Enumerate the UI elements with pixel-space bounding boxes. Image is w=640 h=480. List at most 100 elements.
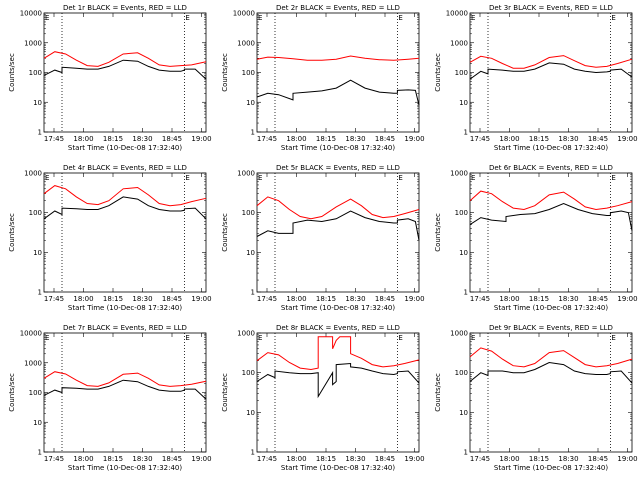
- y-tick-label: 1: [38, 289, 42, 297]
- y-tick-label: 100: [455, 209, 468, 217]
- series-line-events: [256, 210, 420, 241]
- event-marker: E: [398, 334, 402, 342]
- y-axis-label: Counts/sec: [434, 373, 442, 412]
- y-tick-label: 1000: [237, 39, 255, 47]
- y-tick-label: 100: [455, 69, 468, 77]
- x-tick-label: 19:00: [191, 455, 211, 463]
- x-tick-label: 18:15: [103, 295, 123, 303]
- y-tick-label: 10000: [20, 330, 42, 338]
- x-tick-label: 17:45: [44, 295, 64, 303]
- y-tick-label: 10000: [446, 10, 468, 18]
- series-line-events: [256, 362, 420, 399]
- plot-frame: [43, 332, 207, 453]
- series-line-events: [469, 62, 633, 80]
- series-line-lld: [256, 196, 420, 220]
- series-line-lld: [43, 185, 207, 207]
- chart-title: Det 4r BLACK = Events, RED = LLD: [63, 164, 187, 172]
- x-tick-label: 18:15: [529, 135, 549, 143]
- chart-panel-1: Det 1r BLACK = Events, RED = LLD 1 10 100 10…: [8, 4, 212, 152]
- y-axis-label: Counts/sec: [221, 53, 229, 92]
- series-line-events: [43, 196, 207, 220]
- series-line-events: [43, 59, 207, 80]
- event-marker: E: [611, 14, 615, 22]
- series-line-events: [43, 379, 207, 400]
- y-tick-label: 10: [246, 99, 255, 107]
- y-tick-label: 1000: [24, 170, 42, 178]
- y-axis-label: Counts/sec: [221, 213, 229, 252]
- event-marker: E: [258, 174, 262, 182]
- y-tick-label: 1000: [237, 170, 255, 178]
- x-tick-label: 18:00: [499, 295, 519, 303]
- y-tick-label: 100: [242, 209, 255, 217]
- y-tick-label: 10: [459, 409, 468, 417]
- y-tick-label: 10: [459, 99, 468, 107]
- y-tick-label: 10: [33, 419, 42, 427]
- y-tick-label: 1: [251, 129, 255, 137]
- x-tick-label: 18:15: [103, 455, 123, 463]
- y-tick-label: 1000: [24, 39, 42, 47]
- chart-title: Det 5r BLACK = Events, RED = LLD: [276, 164, 400, 172]
- plot-frame: [469, 332, 633, 453]
- y-tick-label: 1: [464, 449, 468, 457]
- series-line-events: [256, 79, 420, 106]
- y-tick-label: 100: [455, 369, 468, 377]
- y-axis-label: Counts/sec: [8, 373, 16, 412]
- x-tick-label: 17:45: [470, 455, 490, 463]
- chart-panel-7: Det 7r BLACK = Events, RED = LLD 1 10 100 10…: [8, 324, 212, 472]
- x-axis-label: Start Time (10-Dec-08 17:32:40): [281, 464, 395, 472]
- y-tick-label: 100: [29, 389, 42, 397]
- y-tick-label: 10000: [233, 10, 255, 18]
- x-tick-label: 18:00: [73, 135, 93, 143]
- y-tick-label: 100: [242, 369, 255, 377]
- plot-frame: [256, 332, 420, 453]
- y-tick-label: 10: [459, 249, 468, 257]
- x-tick-label: 19:00: [404, 135, 424, 143]
- series-line-lld: [256, 55, 420, 61]
- x-tick-label: 18:45: [588, 295, 608, 303]
- y-tick-label: 100: [242, 69, 255, 77]
- y-axis-label: Counts/sec: [221, 373, 229, 412]
- x-tick-label: 18:45: [375, 135, 395, 143]
- series-line-lld: [256, 336, 420, 371]
- event-marker: E: [185, 14, 189, 22]
- x-tick-label: 18:15: [529, 295, 549, 303]
- y-tick-label: 100: [29, 69, 42, 77]
- event-marker: E: [611, 174, 615, 182]
- y-tick-label: 1000: [237, 330, 255, 338]
- series-line-lld: [469, 190, 633, 211]
- chart-title: Det 6r BLACK = Events, RED = LLD: [489, 164, 613, 172]
- series-line-lld: [43, 51, 207, 67]
- chart-title: Det 8r BLACK = Events, RED = LLD: [276, 324, 400, 332]
- x-tick-label: 18:30: [132, 455, 152, 463]
- x-tick-label: 18:45: [588, 135, 608, 143]
- x-tick-label: 18:15: [103, 135, 123, 143]
- y-tick-label: 1: [251, 449, 255, 457]
- y-tick-label: 1000: [450, 330, 468, 338]
- x-axis-label: Start Time (10-Dec-08 17:32:40): [494, 304, 608, 312]
- y-tick-label: 100: [29, 209, 42, 217]
- x-tick-label: 18:15: [316, 295, 336, 303]
- x-tick-label: 17:45: [470, 135, 490, 143]
- chart-panel-3: Det 3r BLACK = Events, RED = LLD 1 10 100 10…: [434, 4, 638, 152]
- x-tick-label: 18:15: [529, 455, 549, 463]
- x-axis-label: Start Time (10-Dec-08 17:32:40): [281, 144, 395, 152]
- x-tick-label: 18:15: [316, 455, 336, 463]
- event-marker: E: [258, 334, 262, 342]
- x-tick-label: 18:30: [345, 135, 365, 143]
- y-tick-label: 1000: [450, 39, 468, 47]
- event-marker: E: [45, 174, 49, 182]
- y-tick-label: 1000: [24, 359, 42, 367]
- x-tick-label: 18:30: [132, 135, 152, 143]
- x-tick-label: 18:30: [558, 295, 578, 303]
- series-line-events: [469, 361, 633, 384]
- series-line-lld: [469, 55, 633, 69]
- chart-panel-8: Det 8r BLACK = Events, RED = LLD 1 10 100 10…: [221, 324, 425, 472]
- x-tick-label: 18:00: [286, 455, 306, 463]
- y-axis-label: Counts/sec: [434, 213, 442, 252]
- x-tick-label: 19:00: [404, 295, 424, 303]
- series-line-lld: [469, 347, 633, 368]
- chart-panel-2: Det 2r BLACK = Events, RED = LLD 1 10 100 10…: [221, 4, 425, 152]
- chart-title: Det 2r BLACK = Events, RED = LLD: [276, 4, 400, 12]
- x-axis-label: Start Time (10-Dec-08 17:32:40): [68, 304, 182, 312]
